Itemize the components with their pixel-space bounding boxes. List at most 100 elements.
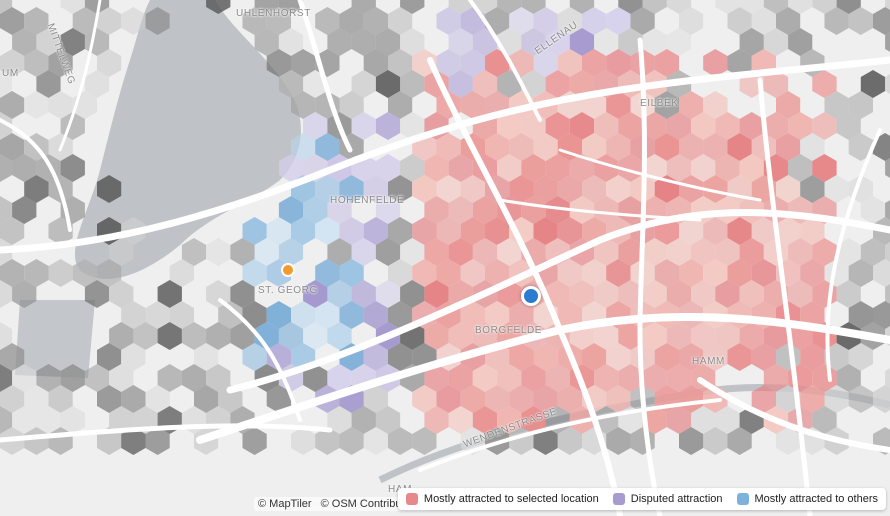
hex-cell[interactable] [157,280,182,308]
hex-cell[interactable] [109,280,134,308]
hex-cell[interactable] [388,217,413,245]
hex-cell[interactable] [363,343,388,371]
hex-cell[interactable] [460,259,485,287]
hex-cell[interactable] [569,154,595,182]
hex-cell[interactable] [703,175,728,203]
hex-cell[interactable] [848,91,873,119]
hex-cell[interactable] [0,259,25,287]
hex-cell[interactable] [691,238,716,266]
hex-cell[interactable] [315,217,340,245]
hex-cell[interactable] [521,364,546,392]
hex-cell[interactable] [436,133,461,161]
hex-cell[interactable] [388,301,413,329]
hex-cell[interactable] [121,427,146,455]
hex-cell[interactable] [109,364,134,392]
hex-cell[interactable] [24,7,49,35]
hex-cell[interactable] [72,259,97,287]
hex-cell[interactable] [181,364,207,392]
hex-cell[interactable] [12,196,37,224]
hex-cell[interactable] [157,364,182,392]
hex-cell[interactable] [121,343,146,371]
hex-cell[interactable] [703,259,728,287]
hex-cell[interactable] [776,217,801,245]
hex-cell[interactable] [824,343,849,371]
hex-cell[interactable] [327,406,352,434]
hex-cell[interactable] [12,364,37,392]
hex-cell[interactable] [509,385,534,413]
hex-cell[interactable] [424,280,449,308]
hex-cell[interactable] [472,406,498,434]
hex-cell[interactable] [448,406,473,434]
hex-cell[interactable] [642,0,667,14]
hex-cell[interactable] [618,364,643,392]
hex-cell[interactable] [642,322,667,350]
hex-cell[interactable] [594,322,619,350]
hex-cell[interactable] [739,280,764,308]
hex-cell[interactable] [824,7,849,35]
hex-cell[interactable] [242,301,267,329]
hex-cell[interactable] [606,343,631,371]
hex-cell[interactable] [0,322,13,350]
hex-cell[interactable] [485,385,510,413]
hex-cell[interactable] [666,0,692,14]
hex-cell[interactable] [157,322,182,350]
hex-cell[interactable] [388,7,413,35]
hex-cell[interactable] [666,154,692,182]
hex-cell[interactable] [206,322,231,350]
hex-cell[interactable] [472,322,498,350]
hex-cell[interactable] [375,112,401,140]
hex-cell[interactable] [266,301,291,329]
hex-cell[interactable] [618,322,643,350]
hex-cell[interactable] [48,91,73,119]
hex-cell[interactable] [60,406,85,434]
hex-cell[interactable] [278,28,304,56]
hex-cell[interactable] [448,364,473,392]
hex-cell[interactable] [545,196,570,224]
hex-cell[interactable] [545,70,570,98]
hex-cell[interactable] [339,217,364,245]
hex-cell[interactable] [848,385,873,413]
hex-cell[interactable] [679,133,704,161]
hex-cell[interactable] [557,385,582,413]
hex-cell[interactable] [691,280,716,308]
hex-cell[interactable] [485,217,510,245]
hex-cell[interactable] [448,322,473,350]
hex-cell[interactable] [388,427,413,455]
hex-cell[interactable] [533,133,558,161]
hex-cell[interactable] [97,343,122,371]
hex-cell[interactable] [824,175,849,203]
hex-cell[interactable] [666,406,692,434]
hex-cell[interactable] [448,28,473,56]
hex-cell[interactable] [873,259,890,287]
hex-cell[interactable] [569,28,595,56]
hex-cell[interactable] [36,70,61,98]
hex-cell[interactable] [497,238,522,266]
hex-cell[interactable] [291,427,316,455]
hex-cell[interactable] [0,196,13,224]
hex-cell[interactable] [0,154,13,182]
hex-cell[interactable] [763,322,789,350]
hex-cell[interactable] [424,238,449,266]
hex-cell[interactable] [460,49,485,77]
hex-cell[interactable] [0,385,25,413]
hex-cell[interactable] [679,7,704,35]
hex-cell[interactable] [388,259,413,287]
hex-cell[interactable] [569,280,595,308]
hex-cell[interactable] [315,133,340,161]
hex-cell[interactable] [715,280,740,308]
hex-cell[interactable] [812,70,837,98]
hex-cell[interactable] [375,28,401,56]
hex-cell[interactable] [497,406,522,434]
hex-cell[interactable] [242,427,267,455]
hex-cell[interactable] [800,259,825,287]
hex-cell[interactable] [48,385,73,413]
hex-cell[interactable] [485,133,510,161]
hex-cell[interactable] [97,7,122,35]
hex-cell[interactable] [860,196,886,224]
hex-cell[interactable] [873,385,890,413]
hex-cell[interactable] [363,49,388,77]
hex-cell[interactable] [145,385,170,413]
hex-cell[interactable] [327,28,352,56]
hex-cell[interactable] [0,406,13,434]
